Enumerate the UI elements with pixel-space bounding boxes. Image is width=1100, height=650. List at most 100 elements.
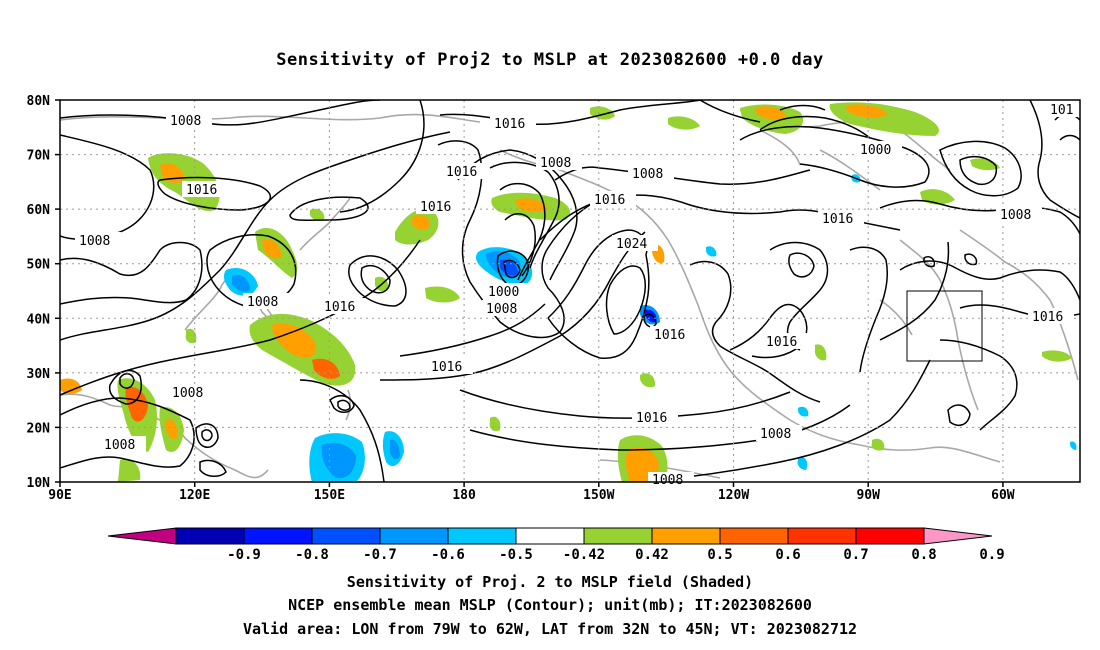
colorbar-swatch [447,527,517,545]
contour-label: 1016 [632,409,678,426]
contour-label: 1016 [490,115,536,132]
contour-label: 101 [1046,101,1080,118]
svg-text:1016: 1016 [420,200,451,215]
lon-label: 180 [452,488,476,503]
colorbar-label: -0.8 [295,547,329,563]
contour-label: 1016 [442,163,488,180]
svg-text:1008: 1008 [632,167,663,182]
lon-label: 150E [314,488,345,503]
lat-label: 20N [27,421,51,436]
lat-label: 10N [27,476,51,491]
svg-text:1008: 1008 [79,234,110,249]
svg-text:1008: 1008 [104,438,135,453]
svg-text:1008: 1008 [540,156,571,171]
contour-label: 1016 [590,191,636,208]
colorbar-label: -0.42 [563,547,605,563]
contour-label: 1016 [416,198,462,215]
negative-sensitivity-patches [223,174,1077,482]
svg-text:101: 101 [1050,103,1073,118]
svg-text:1000: 1000 [860,143,891,158]
contour-label: 1016 [762,333,808,350]
svg-text:1000: 1000 [488,285,519,300]
contour-label: 1008 [756,425,802,442]
contour-label: 1016 [650,326,696,343]
colorbar-swatch [855,527,925,545]
svg-text:1024: 1024 [616,237,647,252]
contour-label: 1008 [75,232,121,249]
svg-text:1016: 1016 [636,411,667,426]
svg-text:1008: 1008 [247,295,278,310]
contour-label: 1016 [320,298,366,315]
svg-text:1016: 1016 [822,212,853,227]
contour-label: 1016 [818,210,864,227]
colorbar-swatch [651,527,721,545]
caption-valid-area: Valid area: LON from 79W to 62W, LAT fro… [242,620,858,638]
colorbar-swatch [787,527,857,545]
longitude-labels: 90E 120E 150E 180 150W 120W 90W 60W [48,488,1015,503]
contour-label: 1000 [856,141,902,158]
colorbar-label: 0.9 [979,547,1004,563]
lat-label: 70N [27,149,51,164]
lon-label: 120E [179,488,210,503]
svg-text:1016: 1016 [431,360,462,375]
svg-text:1008: 1008 [652,473,683,488]
svg-text:1008: 1008 [170,114,201,129]
colorbar-swatch [583,527,653,545]
caption-contour: NCEP ensemble mean MSLP (Contour); unit(… [288,596,812,614]
svg-text:1016: 1016 [654,328,685,343]
svg-text:1016: 1016 [594,193,625,208]
lon-label: 60W [991,488,1015,503]
contour-label: 1008 [536,154,582,171]
contour-label: 1008 [648,472,694,488]
colorbar: -0.9 -0.8 -0.7 -0.6 -0.5 -0.42 0.42 0.5 0.6 0.7 0.… [107,527,1005,563]
contour-label: 1024 [612,235,658,252]
caption-shaded: Sensitivity of Proj. 2 to MSLP field (Sh… [346,573,754,591]
contour-labels: 1008 1016 1016 1008 1008 1016 1008 1016 [75,101,1080,488]
colorbar-swatch [719,527,789,545]
svg-text:1008: 1008 [172,386,203,401]
contour-label: 1008 [243,293,289,310]
colorbar-label: -0.9 [227,547,261,563]
lat-label: 40N [27,312,51,327]
colorbar-swatch [311,527,381,545]
colorbar-label: -0.6 [431,547,465,563]
colorbar-label: 0.6 [775,547,800,563]
lat-label: 30N [27,367,51,382]
lon-label: 150W [583,488,614,503]
axis-ticks [55,99,1004,487]
contour-label: 1016 [427,358,473,375]
lat-label: 80N [27,94,51,109]
lat-label: 50N [27,258,51,273]
lon-label: 120W [718,488,749,503]
colorbar-label: 0.8 [911,547,936,563]
colorbar-swatch [243,527,313,545]
svg-text:1016: 1016 [186,183,217,198]
svg-text:1008: 1008 [1000,208,1031,223]
colorbar-label: 0.42 [635,547,669,563]
svg-text:1016: 1016 [494,117,525,132]
svg-text:1016: 1016 [766,335,797,350]
lon-label: 90E [48,488,71,503]
contour-label: 1008 [628,165,674,182]
colorbar-arrow-low [107,527,177,545]
svg-text:1016: 1016 [1032,310,1063,325]
contour-label: 1016 [182,181,228,198]
valid-area-box [906,290,983,362]
contour-label: 1008 [168,384,214,401]
svg-text:1008: 1008 [486,302,517,317]
contour-label: 1000 [484,283,530,300]
colorbar-label: 0.5 [707,547,732,563]
colorbar-arrow-high [923,527,993,545]
colorbar-label: -0.7 [363,547,397,563]
contour-label: 1008 [166,112,212,129]
lon-label: 90W [856,488,880,503]
contour-label: 1008 [482,300,528,317]
colorbar-label: 0.7 [843,547,868,563]
svg-text:1008: 1008 [760,427,791,442]
contour-label: 1008 [996,206,1042,223]
colorbar-label: -0.5 [499,547,533,563]
colorbar-swatch [175,527,245,545]
svg-text:1016: 1016 [446,165,477,180]
positive-sensitivity-patches [60,102,1072,482]
